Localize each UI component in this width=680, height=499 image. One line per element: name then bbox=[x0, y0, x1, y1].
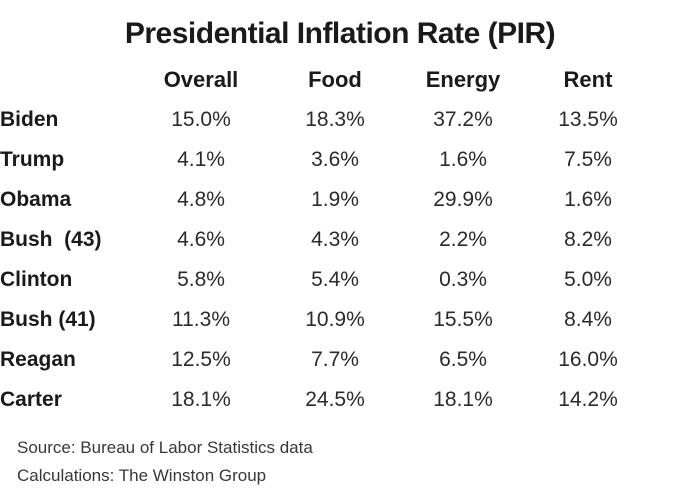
value-cell: 11.3% bbox=[172, 308, 230, 331]
value-cell: 8.2% bbox=[564, 228, 612, 251]
value-cell: 2.2% bbox=[439, 228, 487, 251]
president-label: Obama bbox=[0, 188, 72, 211]
value-cell: 37.2% bbox=[433, 108, 493, 131]
page-title: Presidential Inflation Rate (PIR) bbox=[124, 17, 556, 50]
value-cell: 15.5% bbox=[433, 308, 493, 331]
table-row: Bush (43) 4.6% 4.3% 2.2% 8.2% bbox=[0, 220, 648, 260]
value-cell: 18.3% bbox=[305, 108, 365, 131]
president-label: Trump bbox=[0, 148, 65, 171]
value-cell: 3.6% bbox=[311, 148, 359, 171]
value-cell: 4.6% bbox=[177, 228, 225, 251]
value-cell: 6.5% bbox=[439, 348, 487, 371]
corner-cell bbox=[0, 60, 130, 100]
column-header-rent: Rent bbox=[563, 67, 613, 92]
value-cell: 5.4% bbox=[311, 268, 359, 291]
president-label: Carter bbox=[0, 388, 62, 411]
president-label: Bush (43) bbox=[0, 228, 102, 251]
header-row: Overall Food Energy Rent bbox=[0, 60, 648, 100]
value-cell: 16.0% bbox=[558, 348, 618, 371]
table-row: Clinton 5.8% 5.4% 0.3% 5.0% bbox=[0, 260, 648, 300]
value-cell: 4.8% bbox=[177, 188, 225, 211]
table-row: Reagan 12.5% 7.7% 6.5% 16.0% bbox=[0, 340, 648, 380]
column-header-energy: Energy bbox=[425, 67, 501, 92]
value-cell: 0.3% bbox=[439, 268, 487, 291]
footnotes: Source: Bureau of Labor Statistics data … bbox=[0, 434, 680, 490]
source-note: Source: Bureau of Labor Statistics data bbox=[17, 438, 313, 457]
value-cell: 7.7% bbox=[311, 348, 359, 371]
value-cell: 7.5% bbox=[564, 148, 612, 171]
value-cell: 13.5% bbox=[558, 108, 618, 131]
column-header-food: Food bbox=[308, 67, 362, 92]
table-row: Bush (41) 11.3% 10.9% 15.5% 8.4% bbox=[0, 300, 648, 340]
value-cell: 4.3% bbox=[311, 228, 359, 251]
value-cell: 1.6% bbox=[439, 148, 487, 171]
table-row: Carter 18.1% 24.5% 18.1% 14.2% bbox=[0, 380, 648, 420]
president-label: Bush (41) bbox=[0, 308, 96, 331]
value-cell: 5.8% bbox=[177, 268, 225, 291]
value-cell: 18.1% bbox=[433, 388, 493, 411]
president-label: Clinton bbox=[0, 268, 73, 291]
value-cell: 1.9% bbox=[311, 188, 359, 211]
value-cell: 18.1% bbox=[171, 388, 231, 411]
value-cell: 8.4% bbox=[564, 308, 612, 331]
value-cell: 12.5% bbox=[171, 348, 231, 371]
inflation-table: Overall Food Energy Rent Biden 15.0% 18.… bbox=[0, 60, 648, 420]
value-cell: 29.9% bbox=[433, 188, 493, 211]
value-cell: 1.6% bbox=[564, 188, 612, 211]
value-cell: 5.0% bbox=[564, 268, 612, 291]
value-cell: 24.5% bbox=[305, 388, 365, 411]
president-label: Biden bbox=[0, 108, 59, 131]
value-cell: 14.2% bbox=[558, 388, 618, 411]
table-row: Obama 4.8% 1.9% 29.9% 1.6% bbox=[0, 180, 648, 220]
table-row: Trump 4.1% 3.6% 1.6% 7.5% bbox=[0, 140, 648, 180]
president-label: Reagan bbox=[0, 348, 76, 371]
table-row: Biden 15.0% 18.3% 37.2% 13.5% bbox=[0, 100, 648, 140]
calculations-note: Calculations: The Winston Group bbox=[17, 466, 267, 485]
column-header-overall: Overall bbox=[163, 67, 239, 92]
value-cell: 15.0% bbox=[171, 108, 231, 131]
value-cell: 10.9% bbox=[305, 308, 365, 331]
value-cell: 4.1% bbox=[177, 148, 225, 171]
